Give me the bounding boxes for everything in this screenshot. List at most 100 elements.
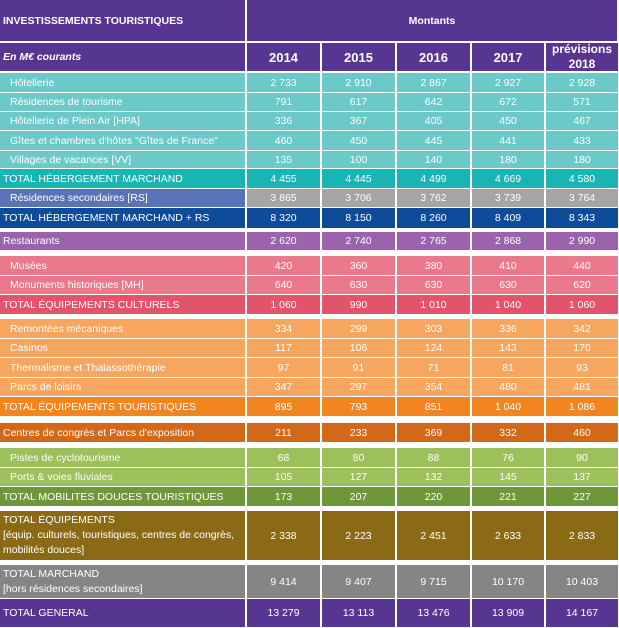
value-cell: 2 990 bbox=[546, 232, 618, 250]
row-label-text: TOTAL MARCHAND bbox=[3, 567, 100, 580]
row-label-text: Remontées mécaniques bbox=[10, 322, 124, 335]
row-label-text: Villages de vacances [VV] bbox=[10, 153, 132, 166]
table-row: Hôtellerie 2 733 2 910 2 867 2 927 2 928 bbox=[0, 73, 619, 92]
value-cell: 2 928 bbox=[546, 73, 618, 92]
value-cell: 76 bbox=[472, 448, 544, 467]
row-label-text: Thermalisme et Thalassothérapie bbox=[10, 361, 166, 374]
montants-header: Montants bbox=[247, 0, 617, 41]
table-row: Remontées mécaniques 334 299 303 336 342 bbox=[0, 319, 619, 338]
row-label: Restaurants bbox=[0, 232, 245, 250]
year-header: 2015 bbox=[322, 43, 395, 71]
value-cell: 617 bbox=[322, 93, 395, 111]
row-label: Résidences de tourisme bbox=[0, 93, 245, 111]
row-label: Centres de congrès et Parcs d'exposition bbox=[0, 423, 245, 442]
value-cell: 332 bbox=[472, 423, 544, 442]
value-cell: 2 910 bbox=[322, 73, 395, 92]
value-cell: 2 740 bbox=[322, 232, 395, 250]
header-row-2: En M€ courants 2014 2015 2016 2017 prévisions… bbox=[0, 42, 619, 71]
row-label-text: Hôtellerie bbox=[10, 76, 55, 89]
value-cell: 410 bbox=[472, 256, 544, 275]
value-cell: 380 bbox=[397, 256, 470, 275]
value-cell: 145 bbox=[472, 468, 544, 486]
table-row: Gîtes et chambres d'hôtes "Gîtes de Fran… bbox=[0, 131, 619, 150]
value-cell: 1 040 bbox=[472, 295, 544, 314]
value-cell: 132 bbox=[397, 468, 470, 486]
value-cell: 88 bbox=[397, 448, 470, 467]
value-cell: 481 bbox=[546, 378, 618, 396]
value-cell: 8 260 bbox=[397, 208, 470, 228]
value-cell: 630 bbox=[322, 276, 395, 294]
row-label-text: TOTAL HÉBERGEMENT MARCHAND + RS bbox=[3, 212, 210, 224]
value-cell: 433 bbox=[546, 131, 618, 150]
row-label-text: Résidences secondaires [RS] bbox=[10, 192, 148, 204]
year-header: 2017 bbox=[472, 43, 544, 71]
value-cell: 4 499 bbox=[397, 169, 470, 188]
value-cell: 8 320 bbox=[247, 208, 320, 228]
value-cell: 405 bbox=[397, 112, 470, 130]
value-cell: 336 bbox=[472, 319, 544, 338]
value-cell: 9 414 bbox=[247, 565, 320, 598]
row-label: Gîtes et chambres d'hôtes "Gîtes de Fran… bbox=[0, 131, 245, 150]
value-cell: 440 bbox=[546, 256, 618, 275]
row-label: TOTAL GENERAL bbox=[0, 599, 245, 627]
value-cell: 14 167 bbox=[546, 599, 618, 627]
value-cell: 450 bbox=[322, 131, 395, 150]
row-label: Parcs de loisirs bbox=[0, 378, 245, 396]
value-cell: 124 bbox=[397, 339, 470, 357]
header-row-1: INVESTISSEMENTS TOURISTIQUES Montants bbox=[0, 0, 619, 41]
table-row: Pistes de cyclotourisme 68 80 88 76 90 bbox=[0, 448, 619, 467]
value-cell: 9 407 bbox=[322, 565, 395, 598]
value-cell: 851 bbox=[397, 397, 470, 416]
value-cell: 334 bbox=[247, 319, 320, 338]
row-label-text: Musées bbox=[10, 259, 47, 272]
row-label-text: TOTAL ÉQUIPEMENTS bbox=[3, 514, 115, 526]
value-cell: 10 170 bbox=[472, 565, 544, 598]
value-cell: 4 669 bbox=[472, 169, 544, 188]
value-cell: 81 bbox=[472, 358, 544, 377]
table-row: Restaurants 2 620 2 740 2 765 2 868 2 990 bbox=[0, 232, 619, 250]
row-label: TOTAL MARCHAND [hors résidences secondair… bbox=[0, 565, 245, 598]
value-cell: 13 113 bbox=[322, 599, 395, 627]
value-cell: 299 bbox=[322, 319, 395, 338]
value-cell: 445 bbox=[397, 131, 470, 150]
table-row: TOTAL HÉBERGEMENT MARCHAND + RS 8 320 8 15… bbox=[0, 208, 619, 228]
table-row: TOTAL ÉQUIPEMENTS TOURISTIQUES 895 793 851 1… bbox=[0, 397, 619, 416]
year-header: 2014 bbox=[247, 43, 320, 71]
row-label: Monuments historiques [MH] bbox=[0, 276, 245, 294]
value-cell: 13 476 bbox=[397, 599, 470, 627]
value-cell: 672 bbox=[472, 93, 544, 111]
row-label: TOTAL HÉBERGEMENT MARCHAND bbox=[0, 169, 245, 188]
value-cell: 1 040 bbox=[472, 397, 544, 416]
table-row: Casinos 117 106 124 143 170 bbox=[0, 339, 619, 357]
row-label-text: Gîtes et chambres d'hôtes "Gîtes de Fran… bbox=[10, 134, 218, 147]
value-cell: 2 338 bbox=[247, 511, 320, 560]
row-label: Casinos bbox=[0, 339, 245, 357]
table-title: INVESTISSEMENTS TOURISTIQUES bbox=[0, 0, 245, 41]
value-cell: 90 bbox=[546, 448, 618, 467]
value-cell: 467 bbox=[546, 112, 618, 130]
row-label-text: Parcs de loisirs bbox=[10, 381, 82, 393]
value-cell: 10 403 bbox=[546, 565, 618, 598]
value-cell: 9 715 bbox=[397, 565, 470, 598]
value-cell: 13 909 bbox=[472, 599, 544, 627]
value-cell: 105 bbox=[247, 468, 320, 486]
value-cell: 297 bbox=[322, 378, 395, 396]
value-cell: 571 bbox=[546, 93, 618, 111]
value-cell: 2 633 bbox=[472, 511, 544, 560]
value-cell: 143 bbox=[472, 339, 544, 357]
value-cell: 342 bbox=[546, 319, 618, 338]
value-cell: 4 445 bbox=[322, 169, 395, 188]
row-sublabel: [équip. culturels, touristiques, centres… bbox=[3, 529, 235, 556]
value-cell: 303 bbox=[397, 319, 470, 338]
value-cell: 3 762 bbox=[397, 189, 470, 207]
value-cell: 8 343 bbox=[546, 208, 618, 228]
value-cell: 1 086 bbox=[546, 397, 618, 416]
table-row: TOTAL GENERAL 13 279 13 113 13 476 13 909 14 … bbox=[0, 599, 619, 627]
row-label: TOTAL ÉQUIPEMENTS TOURISTIQUES bbox=[0, 397, 245, 416]
table-row: Résidences de tourisme 791 617 642 672 571 bbox=[0, 93, 619, 111]
value-cell: 4 580 bbox=[546, 169, 618, 188]
value-cell: 2 867 bbox=[397, 73, 470, 92]
value-cell: 220 bbox=[397, 487, 470, 506]
row-label: Thermalisme et Thalassothérapie bbox=[0, 358, 245, 377]
row-label-text: TOTAL HÉBERGEMENT MARCHAND bbox=[3, 172, 183, 185]
